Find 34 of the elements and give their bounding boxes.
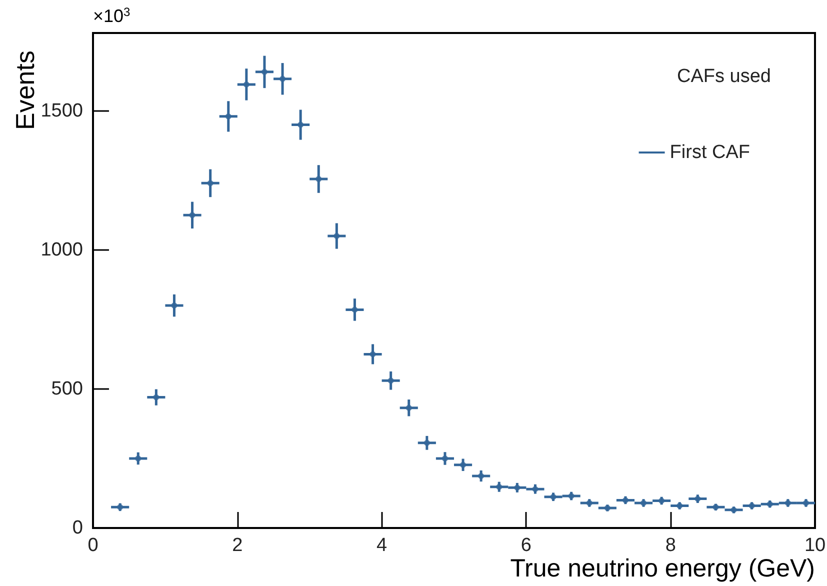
x-tick-label: 10 xyxy=(804,535,826,556)
x-tick-label: 6 xyxy=(520,535,532,556)
point xyxy=(171,302,178,309)
point xyxy=(352,306,358,313)
point xyxy=(298,122,304,128)
y-axis-title: Events xyxy=(10,50,40,130)
x-tick-label: 8 xyxy=(665,535,676,556)
y-tick-label: 500 xyxy=(51,378,83,400)
x-tick-label: 0 xyxy=(88,535,98,556)
point xyxy=(442,455,448,462)
point xyxy=(460,462,466,468)
point xyxy=(406,404,412,411)
y-tick-label: 1000 xyxy=(40,239,83,260)
point xyxy=(316,176,322,182)
point xyxy=(370,351,376,358)
x-axis-title: True neutrino energy (GeV) xyxy=(510,554,815,582)
y-tick-label: 0 xyxy=(72,518,83,538)
point xyxy=(280,76,286,82)
y-tick-label: 1500 xyxy=(40,100,83,122)
point xyxy=(153,394,160,400)
point xyxy=(243,81,250,88)
point xyxy=(388,378,394,384)
legend-title: CAFs used xyxy=(677,66,772,87)
point xyxy=(478,473,484,479)
x-tick-label: 2 xyxy=(232,535,243,556)
point xyxy=(334,233,340,240)
point xyxy=(424,440,430,446)
point xyxy=(207,180,214,186)
point xyxy=(135,455,142,462)
legend-label: First CAF xyxy=(670,142,750,163)
point xyxy=(261,68,268,75)
x-tick-label: 4 xyxy=(376,535,388,556)
point xyxy=(189,212,196,218)
point xyxy=(225,113,232,120)
